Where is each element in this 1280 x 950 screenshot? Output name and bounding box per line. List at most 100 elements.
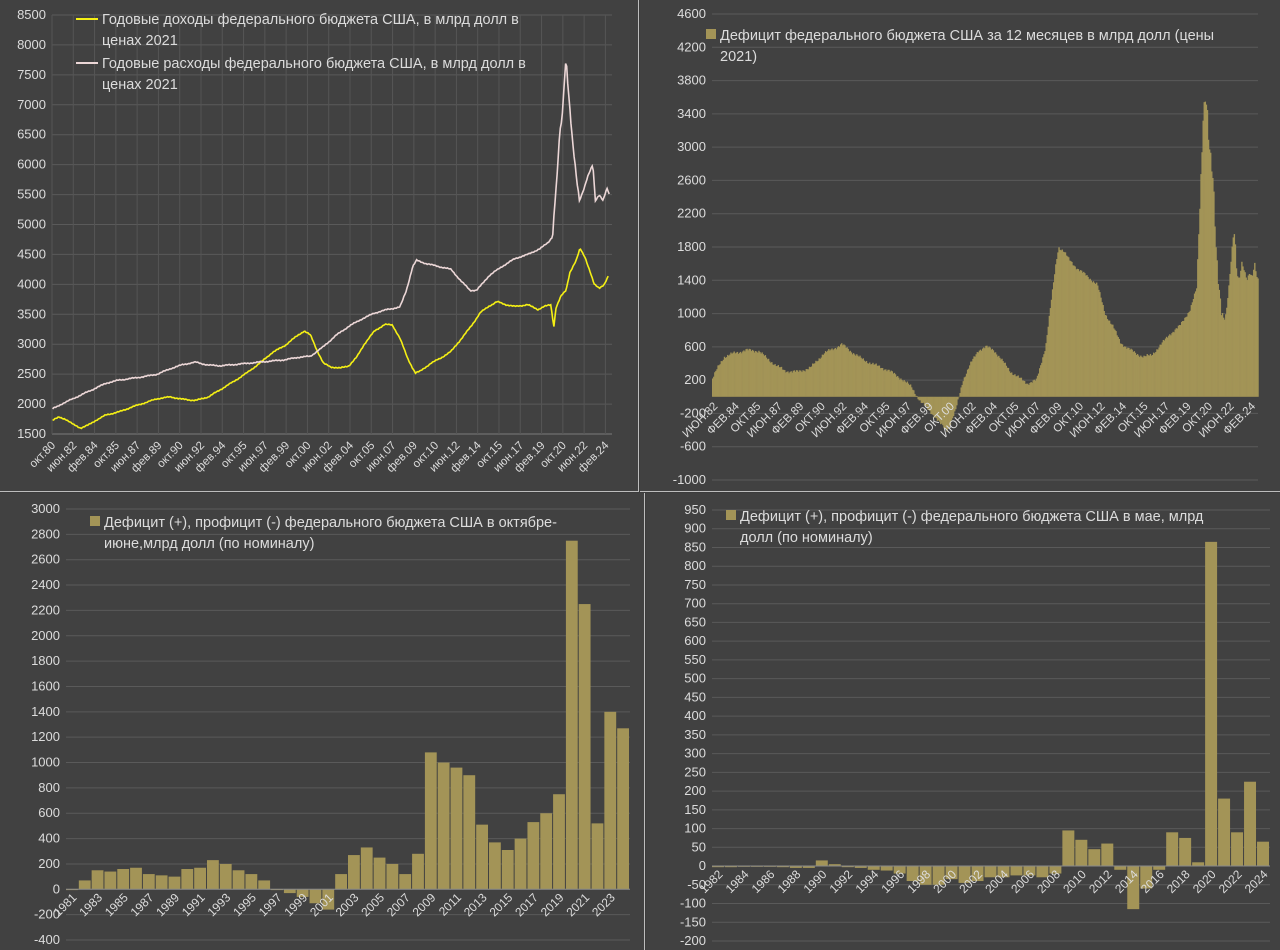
c2-bar	[1143, 355, 1145, 397]
c4-y-tick-label: 0	[699, 858, 706, 873]
c2-bar	[906, 381, 909, 397]
c4-bar	[971, 866, 984, 882]
c2-bar	[1063, 252, 1066, 397]
c2-bar	[1129, 349, 1131, 397]
c2-bar	[1196, 288, 1198, 397]
c4-bar	[712, 866, 724, 868]
c3-bar	[232, 870, 245, 890]
c2-bar	[932, 396, 934, 416]
c2-bar	[917, 396, 919, 400]
c4-y-tick-label: 850	[684, 539, 706, 554]
c2-bar	[1013, 375, 1015, 397]
c2-bar	[712, 378, 714, 397]
c4-bar	[1153, 866, 1166, 870]
c2-bar	[1236, 276, 1239, 397]
c1-y-tick-label: 6500	[17, 127, 46, 142]
c2-bar	[845, 347, 847, 397]
c2-bar	[884, 369, 886, 397]
c2-bar	[1179, 325, 1182, 397]
deficit-12m-chart: 4600 4200 3800 3400 3000 2600 2200 1800 1400 1000…	[673, 6, 1259, 487]
c2-bar	[1018, 377, 1020, 397]
c2-bar	[1174, 329, 1176, 397]
c2-bar	[724, 357, 727, 397]
c4-bar	[958, 866, 971, 883]
c2-bar	[978, 350, 981, 397]
c4-bar	[1036, 866, 1049, 878]
c2-bar	[806, 369, 809, 397]
c2-bar	[794, 371, 797, 397]
c2-bar	[921, 396, 924, 404]
c2-bar	[969, 365, 971, 397]
c2-bar	[793, 370, 796, 397]
c2-bar	[1228, 285, 1230, 397]
c2-bar	[795, 370, 798, 397]
c2-bar	[1207, 139, 1210, 397]
c2-bar	[1005, 365, 1008, 397]
c2-bar	[934, 396, 937, 418]
c4-bar	[984, 866, 997, 878]
c3-bar	[373, 857, 386, 890]
c2-bar	[865, 360, 868, 397]
c3-bar	[207, 860, 219, 890]
c2-bar	[1206, 110, 1209, 397]
c4-x-tick-label: 2010	[1060, 867, 1089, 896]
c2-bar	[1184, 317, 1186, 397]
c2-bar	[919, 396, 921, 401]
c2-bar	[1098, 289, 1100, 397]
c2-bar	[1059, 249, 1061, 397]
c3-bar	[258, 880, 271, 890]
c2-bar	[947, 396, 949, 429]
c3-y-tick-label: 800	[38, 780, 60, 795]
c2-bar	[1100, 297, 1102, 397]
c4-bar	[724, 866, 737, 868]
c2-bar	[1230, 261, 1232, 397]
c2-bar	[1153, 352, 1155, 397]
c2-bar	[830, 349, 832, 397]
c2-bar	[1134, 352, 1137, 397]
c2-bar	[1001, 358, 1003, 397]
c2-bar	[1219, 298, 1222, 397]
c2-bar	[1253, 269, 1255, 397]
c2-bar	[1183, 320, 1185, 397]
c2-bar	[833, 348, 835, 397]
c2-bar	[742, 351, 744, 397]
c2-bar	[1186, 316, 1188, 397]
c2-bar	[791, 372, 793, 397]
c2-bar	[834, 347, 836, 397]
c4-bar	[1101, 843, 1114, 867]
c3-bar	[617, 728, 629, 890]
c2-bar	[1115, 331, 1117, 397]
c2-bar	[829, 350, 831, 397]
c2-bar	[885, 369, 887, 397]
c2-bar	[824, 351, 827, 397]
c2-y-tick-label: 4600	[677, 6, 706, 21]
c4-y-tick-label: 900	[684, 521, 706, 536]
c2-bar	[976, 352, 978, 397]
c2-bar	[1085, 275, 1087, 397]
c2-bar	[1218, 289, 1221, 397]
c2-bar	[1093, 282, 1096, 397]
c3-legend-label-cont: июне,млрд долл (по номиналу)	[104, 536, 314, 552]
c2-bar	[1169, 334, 1171, 397]
c3-bar	[501, 849, 514, 890]
revenue-spending-chart: 8500 8000 7500 7000 6500 6000 5500 5000 4500 4000…	[17, 7, 612, 475]
c2-bar	[1086, 275, 1088, 397]
c2-bar	[1104, 315, 1106, 397]
c2-bar	[961, 384, 963, 397]
c2-bar	[1069, 260, 1071, 397]
c2-bar	[1177, 325, 1180, 397]
c2-bar	[1194, 291, 1197, 397]
c2-bar	[796, 370, 799, 397]
c2-bar	[960, 387, 962, 397]
c2-bar	[1034, 380, 1037, 397]
c4-bar	[1179, 837, 1192, 867]
c2-bar	[872, 362, 874, 397]
c2-bar	[893, 372, 896, 397]
c2-bar	[1089, 278, 1091, 397]
c4-bar	[932, 866, 945, 885]
c2-bar	[763, 355, 766, 397]
c2-bar	[1203, 102, 1205, 397]
c2-bar	[973, 356, 975, 397]
c2-bar	[722, 359, 725, 397]
c2-bar	[1256, 277, 1258, 397]
